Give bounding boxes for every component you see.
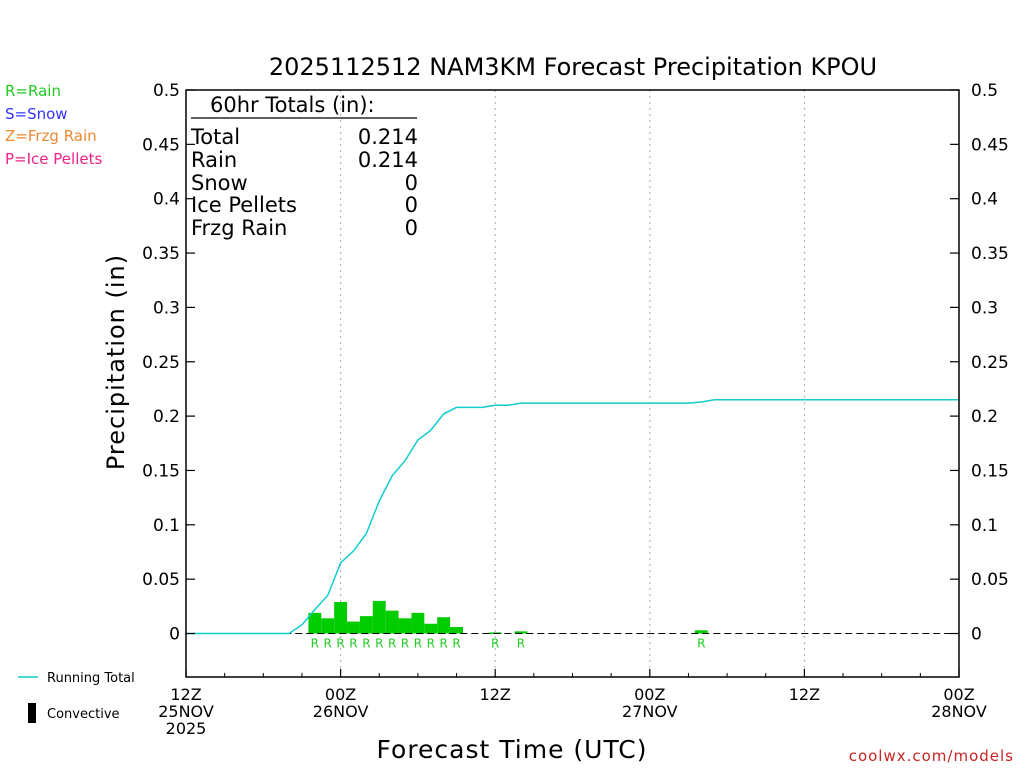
line-legend: Running Total Convective: [18, 671, 135, 723]
legend-frzg-rain: Z=Frzg Rain: [5, 127, 97, 145]
snow-label: Snow: [191, 171, 248, 195]
y-tick-label: 0.45: [142, 135, 180, 155]
precip-bar: [372, 600, 386, 634]
precip-bar: [398, 618, 412, 634]
precip-type-label: R: [324, 637, 332, 651]
y-tick-label: 0: [971, 625, 982, 645]
bars: [308, 600, 708, 634]
x-tick-label: 00Z: [634, 685, 665, 704]
y-axis-left: 0 0.05 0.1 0.15 0.2 0.25 0.3 0.35 0.4 0.45 0.5: [142, 81, 195, 645]
precip-bar: [321, 618, 335, 634]
precip-type-label: R: [401, 637, 409, 651]
y-tick-label: 0.4: [971, 190, 998, 210]
precip-type-label: R: [697, 637, 705, 651]
convective-legend-label: Convective: [47, 707, 120, 722]
x-tick-label: 00Z: [325, 685, 356, 704]
y-tick-label: 0.35: [971, 244, 1009, 264]
precip-type-label: R: [375, 637, 383, 651]
totals-title: 60hr Totals (in):: [210, 93, 375, 117]
totals-box: 60hr Totals (in): Total 0.214 Rain 0.214…: [190, 93, 418, 240]
frzg-rain-label: Frzg Rain: [191, 216, 287, 240]
ice-pellets-label: Ice Pellets: [191, 193, 297, 217]
frzg-rain-value: 0: [405, 216, 418, 240]
x-tick-label: 12Z: [789, 685, 820, 704]
x-tick-label: 00Z: [943, 685, 974, 704]
y-tick-label: 0.45: [971, 135, 1009, 155]
credit-text: coolwx.com/models: [849, 747, 1014, 765]
precip-type-label: R: [336, 637, 344, 651]
legend: R=Rain S=Snow Z=Frzg Rain P=Ice Pellets: [5, 82, 102, 168]
legend-ice-pellets: P=Ice Pellets: [5, 150, 102, 168]
precip-type-label: R: [452, 637, 460, 651]
precip-bar: [424, 623, 438, 634]
y-axis-label: Precipitation (in): [102, 254, 130, 470]
precip-bar: [694, 630, 708, 634]
y-tick-label: 0.5: [153, 81, 180, 101]
precip-type-label: R: [414, 637, 422, 651]
x-tick-label: 26NOV: [313, 702, 369, 721]
precip-type-label: R: [517, 637, 525, 651]
precip-bar: [308, 612, 322, 634]
precip-bar: [385, 610, 399, 634]
y-tick-label: 0.1: [153, 516, 180, 536]
y-tick-label: 0.1: [971, 516, 998, 536]
legend-snow: S=Snow: [5, 105, 68, 123]
x-tick-label: 12Z: [480, 685, 511, 704]
legend-rain: R=Rain: [5, 82, 61, 100]
x-tick-label: 2025: [166, 719, 207, 738]
total-label: Total: [190, 125, 240, 149]
y-tick-label: 0.25: [142, 353, 180, 373]
precip-bar: [514, 631, 528, 634]
snow-value: 0: [405, 171, 418, 195]
ice-pellets-value: 0: [405, 193, 418, 217]
x-tick-label: 28NOV: [931, 702, 987, 721]
grid: [340, 90, 805, 677]
y-tick-label: 0.2: [153, 407, 180, 427]
y-tick-label: 0.25: [971, 353, 1009, 373]
rain-label: Rain: [191, 148, 237, 172]
precip-type-label: R: [349, 637, 357, 651]
precip-bar: [437, 617, 451, 634]
x-tick-label: 12Z: [170, 685, 201, 704]
y-tick-label: 0.05: [142, 570, 180, 590]
y-tick-label: 0.5: [971, 81, 998, 101]
convective-swatch: [28, 703, 36, 723]
y-tick-label: 0.05: [971, 570, 1009, 590]
y-axis-right: 0 0.05 0.1 0.15 0.2 0.25 0.3 0.35 0.4 0.45 0.5: [950, 81, 1009, 645]
rain-value: 0.214: [358, 148, 418, 172]
chart-title: 2025112512 NAM3KM Forecast Precipitation…: [269, 53, 877, 81]
y-tick-label: 0.4: [153, 190, 180, 210]
x-tick-label: 25NOV: [158, 702, 214, 721]
precip-type-label: R: [427, 637, 435, 651]
y-tick-label: 0.2: [971, 407, 998, 427]
y-tick-label: 0.35: [142, 244, 180, 264]
running-total-line: [186, 399, 959, 635]
total-value: 0.214: [358, 125, 418, 149]
y-tick-label: 0: [169, 625, 180, 645]
x-axis-label: Forecast Time (UTC): [377, 735, 648, 764]
running-total-legend-label: Running Total: [47, 671, 135, 686]
precip-type-label: R: [388, 637, 396, 651]
y-tick-label: 0.15: [142, 461, 180, 481]
precip-bar: [359, 616, 373, 634]
y-tick-label: 0.3: [971, 298, 998, 318]
y-tick-label: 0.15: [971, 461, 1009, 481]
precip-bar: [334, 601, 348, 634]
y-tick-label: 0.3: [153, 298, 180, 318]
precip-type-label: R: [491, 637, 499, 651]
precip-bar: [347, 621, 360, 634]
precip-type-label: R: [311, 637, 319, 651]
precip-bar: [450, 626, 463, 634]
precip-type-label: R: [439, 637, 447, 651]
precip-type-label: R: [362, 637, 370, 651]
x-tick-label: 27NOV: [622, 702, 678, 721]
precip-bar: [411, 612, 425, 634]
